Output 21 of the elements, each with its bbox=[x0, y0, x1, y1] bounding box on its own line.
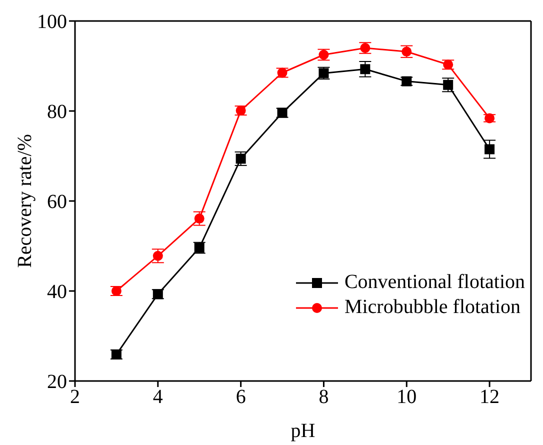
point bbox=[360, 64, 370, 74]
x-tick-label: 10 bbox=[396, 386, 417, 408]
x-tick-label: 12 bbox=[480, 386, 500, 408]
y-tick-label: 60 bbox=[47, 191, 67, 214]
point bbox=[484, 144, 495, 154]
x-axis-title: pH bbox=[290, 420, 316, 442]
legend-label: Conventional flotation bbox=[344, 270, 525, 295]
x-tick-label: 2 bbox=[70, 386, 80, 408]
point bbox=[236, 154, 246, 164]
point bbox=[194, 214, 204, 224]
x-tick-label: 4 bbox=[152, 386, 163, 408]
legend-label: Microbubble flotation bbox=[344, 295, 521, 320]
y-tick-label: 100 bbox=[37, 11, 67, 34]
point bbox=[443, 80, 454, 90]
y-axis-title: Recovery rate/% bbox=[14, 134, 36, 268]
y-tick-label: 40 bbox=[47, 281, 67, 304]
point bbox=[152, 250, 163, 261]
y-tick-label: 80 bbox=[47, 101, 67, 124]
y-tick-label: 20 bbox=[47, 371, 67, 394]
x-tick-label: 8 bbox=[318, 386, 329, 408]
x-tick-label: 6 bbox=[236, 386, 246, 408]
